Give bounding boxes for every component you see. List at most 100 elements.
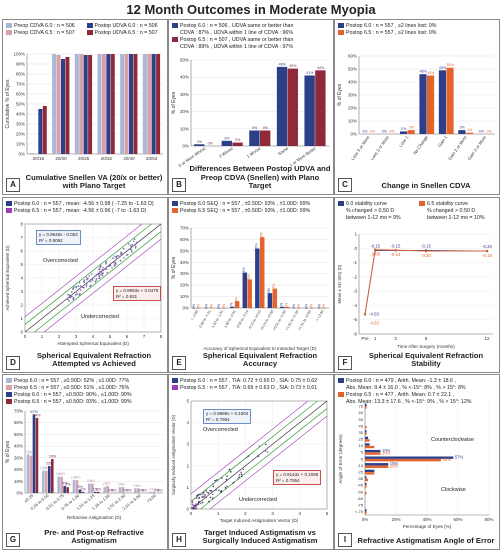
data-label: 0%: [111, 489, 117, 493]
y-tick-label: 35: [359, 430, 364, 435]
legend-item: Preop 6.5 : n = 557 , ≤0.50D: 51% , ≤1.0…: [6, 385, 165, 392]
bar: [365, 459, 441, 462]
data-label: 14%: [55, 472, 63, 476]
y-tick-label: 0: [354, 246, 357, 251]
y-axis-title: Mean ± SD SEQ (D): [337, 264, 342, 303]
bar: [267, 293, 273, 308]
data-point: [130, 249, 133, 252]
data-point: [212, 485, 215, 488]
legend-item: Postop 6.5 : n = 557 , ≤0.50D: 93% , ≤1.…: [6, 399, 165, 406]
y-tick-label: 60%: [180, 237, 189, 242]
data-point: [258, 445, 261, 448]
y-tick-label: 10%: [348, 119, 357, 124]
legend-swatch: [172, 201, 178, 207]
bar: [315, 70, 326, 146]
data-label: -0.15: [391, 243, 401, 248]
data-label: -0.18: [482, 253, 492, 258]
legend-item: Abs. Mean: 9.4 ± 16.0 , % <-15°: 8% , % …: [338, 385, 497, 392]
legend-label: Preop 6.5 : n = 557 , ≤0.50D: 51% , ≤1.0…: [14, 385, 130, 391]
panel-caption: Spherical Equivalent Refraction Accuracy: [202, 350, 318, 369]
legend-item: Postop 6.5 : n = 507 , UDVA same or bett…: [172, 37, 331, 44]
x-tick-label: 2 Worse: [218, 145, 234, 159]
data-label: 17%: [272, 283, 276, 291]
legend-label: Postop 6.5 : n = 557 , TIA: 0.69 ± 0.63 …: [180, 385, 318, 391]
y-tick-label: <-75: [355, 509, 364, 514]
data-point: [134, 245, 137, 248]
bar: [149, 491, 152, 493]
data-label: 0%: [310, 303, 314, 309]
legend-swatch: [6, 23, 12, 29]
data-point: [112, 257, 114, 260]
plot-frame: [190, 400, 328, 510]
y-tick-label: 20%: [180, 283, 189, 288]
bar: [56, 55, 61, 154]
y-tick-label: 60%: [14, 420, 23, 425]
legend-swatch: [338, 378, 344, 384]
bar: [365, 465, 389, 468]
y-tick-label: 0%: [182, 144, 189, 149]
data-point: [120, 251, 122, 254]
legend-item: Preop 6.0 : n = 557 , ≤0.50D: 52% , ≤1.0…: [6, 378, 165, 385]
bar: [156, 54, 161, 154]
legend-swatch: [172, 37, 178, 43]
regression-r2: R² = 0.931: [116, 293, 138, 299]
bar: [96, 491, 100, 493]
bar: [32, 414, 36, 493]
legend: Postop 6.0 : n = 557 , TIA: 0.72 ± 0.65 …: [172, 378, 331, 392]
x-tick-label: Pre: [361, 336, 369, 341]
data-label: 0%: [362, 130, 368, 134]
y-tick-label: -6: [353, 332, 357, 337]
bar: [232, 142, 243, 146]
x-tick-label: >3.00: [146, 493, 158, 504]
bar: [42, 106, 47, 154]
bar: [42, 470, 45, 493]
data-label: 0%: [204, 303, 208, 309]
bar: [134, 488, 137, 493]
data-point: [133, 238, 136, 241]
y-tick-label: 3: [20, 289, 23, 294]
data-point: [80, 285, 83, 288]
data-label: 44%: [317, 66, 325, 70]
y-tick-label: 45: [359, 423, 364, 428]
x-tick-label: No Change: [412, 134, 429, 155]
x-tick-label: 2: [58, 334, 61, 339]
x-tick-label: 20/32: [101, 156, 113, 161]
y-tick-label: -65: [357, 496, 364, 501]
x-tick-label: 4: [92, 334, 95, 339]
x-tick-label: > +2.00: [315, 309, 324, 321]
legend-label: CDVA : 87% , UDVA within 1 line of CDVA …: [180, 30, 294, 36]
data-label: 0%: [297, 303, 301, 309]
data-point: [197, 503, 200, 506]
y-tick-label: -75: [357, 502, 364, 507]
bar: [48, 466, 51, 493]
data-point: [241, 475, 243, 478]
y-tick-label: 40%: [180, 75, 189, 80]
data-label: 3%: [78, 485, 84, 489]
bar: [365, 403, 367, 407]
data-point: [102, 269, 105, 272]
data-label: 8%: [87, 479, 93, 483]
y-axis-title: Cumulative % of Eyes: [5, 79, 11, 128]
panel-letter: E: [172, 356, 186, 370]
panel-b: Postop 6.0 : n = 506 , UDVA same or bett…: [168, 19, 334, 195]
panel-caption: Refractive Astigmatism Angle of Error: [357, 536, 495, 546]
x-tick-label: 12: [484, 336, 490, 341]
data-point: [204, 494, 206, 496]
data-label: 3%: [459, 126, 465, 130]
y-tick-label: 80%: [16, 72, 25, 77]
legend: Postop 6.0 : n = 506 , UDVA same or bett…: [172, 23, 331, 51]
y-tick-label: 10%: [180, 126, 189, 131]
legend-label: Preop 6.0 : n = 557 , ≤0.50D: 52% , ≤1.0…: [14, 378, 130, 384]
x-tick-label: 60%: [453, 517, 462, 522]
data-point: [212, 483, 214, 485]
data-label: 33%: [25, 450, 33, 454]
y-tick-label: 0%: [16, 491, 23, 496]
panel-caption: Pre- and Post-op Refractive Astigmatism: [44, 527, 144, 546]
regression-box-2: y = 0.9993x + 0.0479 R² = 0.931: [113, 286, 162, 301]
legend-label: Postop 6.5 SEQ : n = 557 , ±0.50D: 93% ,…: [180, 208, 311, 214]
y-tick-label: 20%: [180, 109, 189, 114]
y-tick-label: 50%: [180, 58, 189, 63]
data-point: [209, 496, 212, 499]
data-label: 45%: [289, 64, 297, 68]
